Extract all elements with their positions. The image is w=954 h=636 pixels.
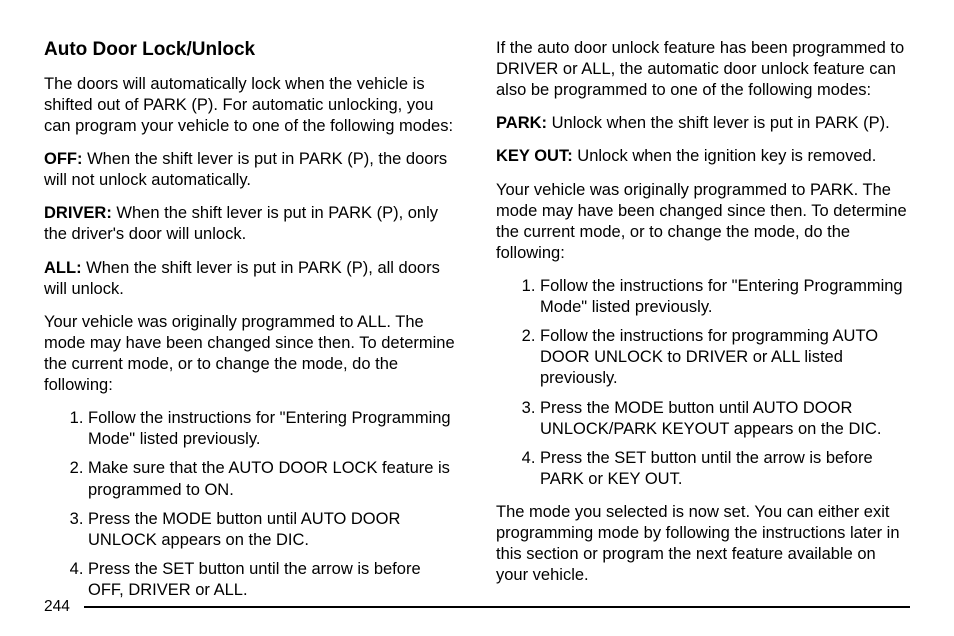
mode-driver: DRIVER: When the shift lever is put in P…: [44, 203, 458, 245]
right-step: Follow the instructions for programming …: [540, 326, 910, 389]
right-instruction-paragraph: Your vehicle was originally programmed t…: [496, 180, 910, 264]
footer-rule: [84, 606, 910, 608]
mode-all: ALL: When the shift lever is put in PARK…: [44, 258, 458, 300]
left-step: Make sure that the AUTO DOOR LOCK featur…: [88, 458, 458, 500]
right-column: If the auto door unlock feature has been…: [496, 38, 910, 613]
intro-paragraph: The doors will automatically lock when t…: [44, 74, 458, 137]
mode-all-text: When the shift lever is put in PARK (P),…: [44, 259, 440, 298]
right-steps-list: Follow the instructions for "Entering Pr…: [496, 276, 910, 490]
left-step: Follow the instructions for "Entering Pr…: [88, 408, 458, 450]
mode-all-label: ALL:: [44, 259, 82, 277]
left-step: Press the MODE button until AUTO DOOR UN…: [88, 509, 458, 551]
mode-park-label: PARK:: [496, 114, 547, 132]
page-number: 244: [44, 598, 70, 616]
mode-keyout-text: Unlock when the ignition key is removed.: [573, 147, 877, 165]
mode-park-text: Unlock when the shift lever is put in PA…: [547, 114, 890, 132]
mode-keyout: KEY OUT: Unlock when the ignition key is…: [496, 146, 910, 167]
right-step: Follow the instructions for "Entering Pr…: [540, 276, 910, 318]
right-step: Press the MODE button until AUTO DOOR UN…: [540, 398, 910, 440]
right-step: Press the SET button until the arrow is …: [540, 448, 910, 490]
right-closing-paragraph: The mode you selected is now set. You ca…: [496, 502, 910, 586]
page-footer: 244: [44, 598, 910, 616]
mode-park: PARK: Unlock when the shift lever is put…: [496, 113, 910, 134]
left-instruction-paragraph: Your vehicle was originally programmed t…: [44, 312, 458, 396]
section-heading: Auto Door Lock/Unlock: [44, 38, 458, 62]
two-column-layout: Auto Door Lock/Unlock The doors will aut…: [44, 38, 910, 613]
mode-keyout-label: KEY OUT:: [496, 147, 573, 165]
mode-off-label: OFF:: [44, 150, 83, 168]
mode-off: OFF: When the shift lever is put in PARK…: [44, 149, 458, 191]
left-step: Press the SET button until the arrow is …: [88, 559, 458, 601]
left-column: Auto Door Lock/Unlock The doors will aut…: [44, 38, 458, 613]
mode-driver-label: DRIVER:: [44, 204, 112, 222]
manual-page: Auto Door Lock/Unlock The doors will aut…: [0, 0, 954, 636]
left-steps-list: Follow the instructions for "Entering Pr…: [44, 408, 458, 601]
right-intro-paragraph: If the auto door unlock feature has been…: [496, 38, 910, 101]
mode-off-text: When the shift lever is put in PARK (P),…: [44, 150, 447, 189]
